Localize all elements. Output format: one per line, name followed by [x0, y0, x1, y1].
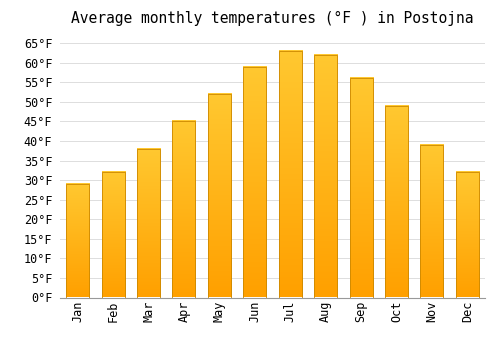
Bar: [66, 184, 89, 298]
Bar: [244, 67, 266, 298]
Title: Average monthly temperatures (°F ) in Postojna: Average monthly temperatures (°F ) in Po…: [72, 11, 474, 26]
Bar: [314, 55, 337, 298]
Bar: [278, 51, 301, 298]
Bar: [350, 78, 372, 298]
Bar: [172, 121, 196, 298]
Bar: [385, 106, 408, 298]
Bar: [102, 172, 124, 298]
Bar: [208, 94, 231, 298]
Bar: [456, 172, 479, 298]
Bar: [137, 149, 160, 298]
Bar: [420, 145, 444, 298]
